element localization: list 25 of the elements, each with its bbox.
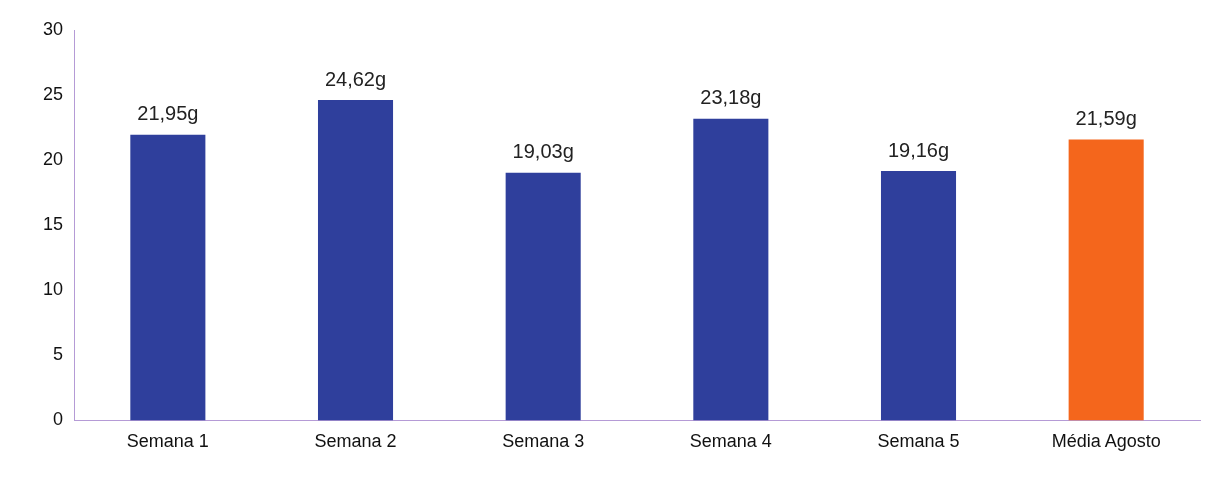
x-tick-label: Semana 2: [314, 431, 397, 452]
data-label: 23,18g: [700, 86, 762, 109]
bar: [693, 118, 769, 421]
y-tick-label: 0: [53, 409, 64, 430]
x-tick-label: Semana 3: [502, 431, 585, 452]
y-tick-label: 30: [42, 18, 64, 39]
y-tick-label: 25: [42, 84, 64, 105]
x-tick-label: Média Agosto: [1051, 431, 1161, 452]
bar: [130, 134, 206, 421]
data-label: 19,16g: [887, 138, 950, 161]
y-tick-label: 10: [42, 279, 64, 300]
y-tick-label: 20: [42, 149, 64, 170]
x-tick-label: Semana 1: [126, 431, 209, 452]
x-tick-label: Semana 5: [877, 431, 960, 452]
bar: [317, 100, 394, 421]
y-tick-label: 15: [42, 214, 64, 235]
data-label: 19,03g: [512, 140, 574, 163]
bar: [505, 172, 581, 421]
bar: [1068, 139, 1144, 421]
data-label: 24,62g: [324, 67, 387, 90]
bar: [880, 171, 957, 421]
data-label: 21,95g: [137, 102, 199, 125]
data-label: 21,59g: [1075, 106, 1137, 129]
y-tick-label: 5: [53, 344, 64, 365]
x-tick-label: Semana 4: [689, 431, 772, 452]
